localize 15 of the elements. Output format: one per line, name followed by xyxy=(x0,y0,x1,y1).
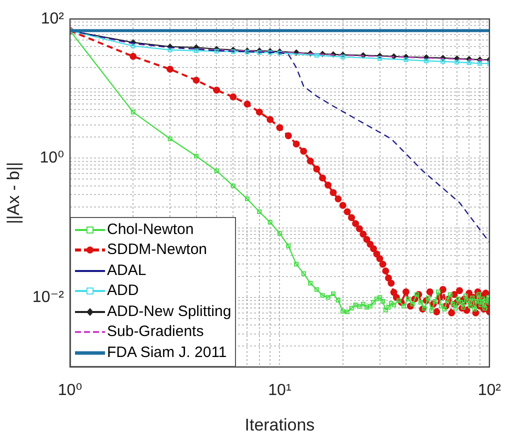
legend-label: ADAL xyxy=(107,260,146,280)
y-tick-label: 10² xyxy=(40,10,65,28)
y-tick-label: 10⁻² xyxy=(32,288,65,306)
y-axis-title: ||Ax - b|| xyxy=(4,162,23,224)
x-tick-label: 10⁰ xyxy=(58,382,82,400)
legend-label: SDDM-Newton xyxy=(107,240,208,260)
x-tick-label: 10² xyxy=(478,382,502,400)
legend-label: Chol-Newton xyxy=(107,220,194,240)
y-tick-label: 10⁰ xyxy=(40,150,64,167)
legend-label: FDA Siam J. 2011 xyxy=(107,342,227,362)
legend-label: Sub-Gradients xyxy=(107,322,204,342)
legend-label: ADD xyxy=(107,281,139,301)
legend-label: ADD-New Splitting xyxy=(107,302,232,322)
x-tick-label: 10¹ xyxy=(268,382,292,400)
x-axis-title: Iterations xyxy=(244,415,315,434)
